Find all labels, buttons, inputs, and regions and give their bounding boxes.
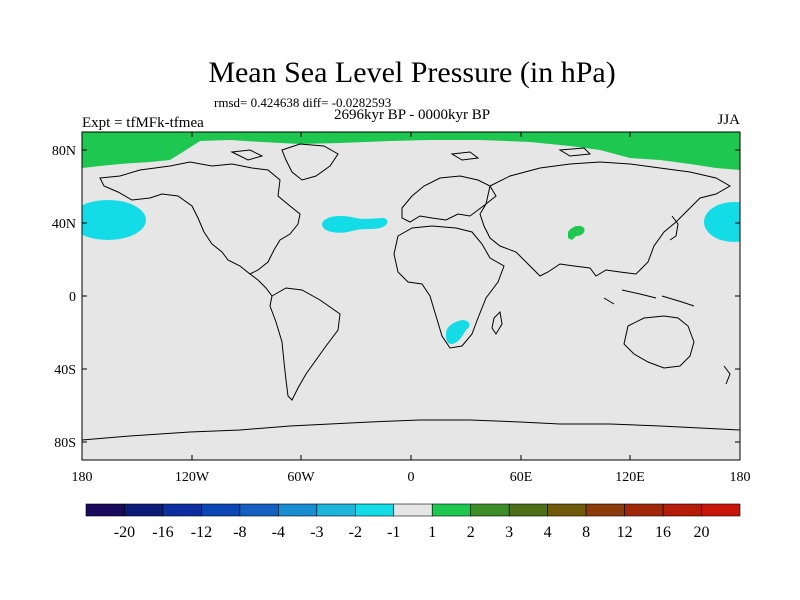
lat-tick: 80N xyxy=(52,144,740,159)
colorbar-box xyxy=(316,503,356,517)
lat-tick-label: 80N xyxy=(52,144,76,159)
colorbar-label: 16 xyxy=(655,524,671,541)
colorbar-box xyxy=(162,503,202,517)
north-pacific-negative-west xyxy=(82,200,146,240)
colorbar-label: -12 xyxy=(191,524,212,541)
colorbar-boxes xyxy=(85,503,741,517)
lat-tick: 80S xyxy=(54,436,740,451)
coastlines xyxy=(82,143,740,441)
colorbar-box xyxy=(201,503,241,517)
colorbar-box xyxy=(624,503,664,517)
lon-tick: 180 xyxy=(730,132,751,485)
lat-tick-label: 40N xyxy=(52,217,76,232)
colorbar: -20 -16 -12 -8 -4 -3 -2 -1 1 2 3 4 8 12 16 20 xyxy=(85,503,741,541)
colorbar-box xyxy=(547,503,587,517)
lon-tick-label: 180 xyxy=(72,470,93,485)
lat-tick-label: 0 xyxy=(69,290,76,305)
colorbar-label: -20 xyxy=(114,524,135,541)
season-label: JJA xyxy=(717,112,740,128)
experiment-label: Expt = tfMFk-tfmea xyxy=(82,115,204,131)
lon-tick: 0 xyxy=(408,132,415,485)
colorbar-box xyxy=(278,503,318,517)
north-pacific-negative-east xyxy=(704,202,740,242)
colorbar-box xyxy=(85,503,125,517)
lon-tick-label: 120W xyxy=(175,470,210,485)
north-atlantic-negative xyxy=(322,216,388,233)
arctic-positive-region xyxy=(82,132,740,170)
map-background xyxy=(82,132,740,460)
lon-tick: 120E xyxy=(615,132,645,485)
map-panel xyxy=(81,131,741,461)
colorbar-box xyxy=(508,503,548,517)
colorbar-box xyxy=(239,503,279,517)
colorbar-label: -8 xyxy=(233,524,246,541)
southern-africa-negative xyxy=(446,320,470,344)
colorbar-label: 2 xyxy=(467,524,475,541)
colorbar-box xyxy=(431,503,472,517)
central-asia-positive xyxy=(568,225,585,240)
lon-tick: 120W xyxy=(175,132,210,485)
stats-label: rmsd= 0.424638 diff= -0.0282593 xyxy=(214,95,391,110)
period-label: 2696kyr BP - 0000kyr BP xyxy=(334,107,490,123)
lat-tick: 40N xyxy=(52,217,740,232)
colorbar-box xyxy=(585,503,625,517)
anomaly-fill xyxy=(82,132,740,344)
colorbar-label: -1 xyxy=(387,524,400,541)
colorbar-label: 12 xyxy=(617,524,633,541)
lat-tick: 40S xyxy=(54,363,740,378)
lat-axis: 80N 40N 0 40S 80S xyxy=(52,144,740,451)
colorbar-box xyxy=(701,503,741,517)
lon-tick: 60W xyxy=(287,132,315,485)
lon-tick-label: 120E xyxy=(615,470,645,485)
main-title: Mean Sea Level Pressure (in hPa) xyxy=(208,56,615,89)
lon-tick-label: 60E xyxy=(510,470,533,485)
colorbar-box xyxy=(354,503,395,517)
colorbar-box xyxy=(662,503,702,517)
colorbar-box xyxy=(124,503,164,517)
lat-tick-label: 40S xyxy=(54,363,76,378)
lon-tick-label: 0 xyxy=(408,470,415,485)
lon-tick-label: 180 xyxy=(730,470,751,485)
colorbar-label: 1 xyxy=(428,524,436,541)
lat-tick-label: 80S xyxy=(54,436,76,451)
colorbar-label: 8 xyxy=(582,524,590,541)
colorbar-label: -16 xyxy=(152,524,173,541)
colorbar-label: 20 xyxy=(694,524,710,541)
colorbar-box xyxy=(393,503,433,517)
colorbar-label: -2 xyxy=(349,524,362,541)
lon-tick: 60E xyxy=(510,132,533,485)
lon-tick-label: 60W xyxy=(287,470,315,485)
colorbar-label: -4 xyxy=(272,524,285,541)
colorbar-label: -3 xyxy=(310,524,323,541)
colorbar-label: 4 xyxy=(544,524,552,541)
lat-tick: 0 xyxy=(69,290,740,305)
lon-tick: 180 xyxy=(72,132,93,485)
colorbar-labels: -20 -16 -12 -8 -4 -3 -2 -1 1 2 3 4 8 12 16 20 xyxy=(114,524,710,541)
colorbar-label: 3 xyxy=(505,524,513,541)
colorbar-box xyxy=(470,503,510,517)
lon-axis: 180 120W 60W 0 60E 120E 180 xyxy=(72,132,751,485)
